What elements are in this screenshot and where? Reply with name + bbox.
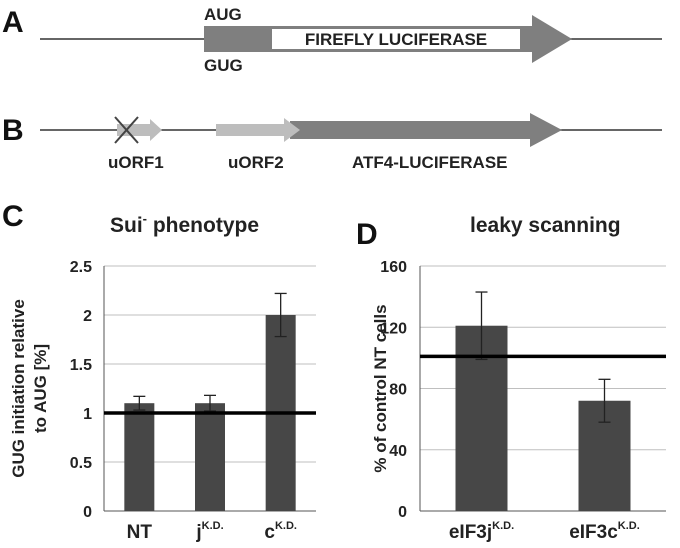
y-tick-label: 120 [380,320,407,337]
chart-d-ylabel: % of control NT cells [371,304,390,472]
x-tick-label: jK.D. [195,520,223,543]
panel-a: A FIREFLY LUCIFERASE AUG GUG [2,5,662,75]
y-tick-label: 2.5 [70,259,92,276]
bar [195,403,225,511]
y-tick-label: 0.5 [70,455,92,472]
aug-label: AUG [204,5,242,24]
chart-c-ylabel: GUG initiation relative to AUG [%] [9,299,50,478]
uorf1-cross-icon [114,116,139,144]
panel-d-letter: D [356,218,378,251]
gug-label: GUG [204,56,243,75]
panel-c: C Sui- phenotype GUG initiation relative… [2,200,316,543]
panel-b: B uORF1 uORF2 ATF4-LUCIFERASE [2,113,662,172]
y-tick-label: 160 [380,259,407,276]
panel-c-letter: C [2,200,24,233]
x-tick-label: cK.D. [264,520,297,543]
firefly-luciferase-label: FIREFLY LUCIFERASE [305,30,487,49]
y-tick-label: 2 [83,308,92,325]
panel-b-letter: B [2,114,24,147]
chart-c: 0 0.5 1 1.5 2 2.5 NT jK.D. cK.D. [70,259,316,543]
uorf2-arrow [216,118,300,142]
y-axis-label-line1: GUG initiation relative [9,299,28,478]
x-tick-label: eIF3cK.D. [569,520,640,543]
atf4-luciferase-arrow [290,113,562,147]
gene-label-box [272,29,520,49]
y-tick-label: 1 [83,406,92,423]
y-tick-label: 0 [83,504,92,521]
x-tick-label: eIF3jK.D. [449,520,514,543]
panel-a-letter: A [2,6,24,39]
x-tick-label: NT [127,522,153,543]
uorf1-label: uORF1 [108,153,164,172]
y-tick-label: 80 [389,382,407,399]
y-tick-label: 1.5 [70,357,92,374]
uorf2-label: uORF2 [228,153,284,172]
chart-d-title: leaky scanning [470,214,621,237]
chart-c-title: Sui- phenotype [110,211,259,237]
chart-d: 0 40 80 120 160 eIF3jK.D. eIF3cK.D. [380,259,666,543]
panel-d: D leaky scanning % of control NT cells 0… [356,214,666,543]
y-axis-label: % of control NT cells [371,304,390,472]
y-tick-label: 40 [389,443,407,460]
uorf1-arrow [117,119,162,141]
atf4-luciferase-label: ATF4-LUCIFERASE [352,153,508,172]
y-tick-label: 0 [398,504,407,521]
bar [124,403,155,511]
y-axis-label-line2: to AUG [%] [31,344,50,433]
